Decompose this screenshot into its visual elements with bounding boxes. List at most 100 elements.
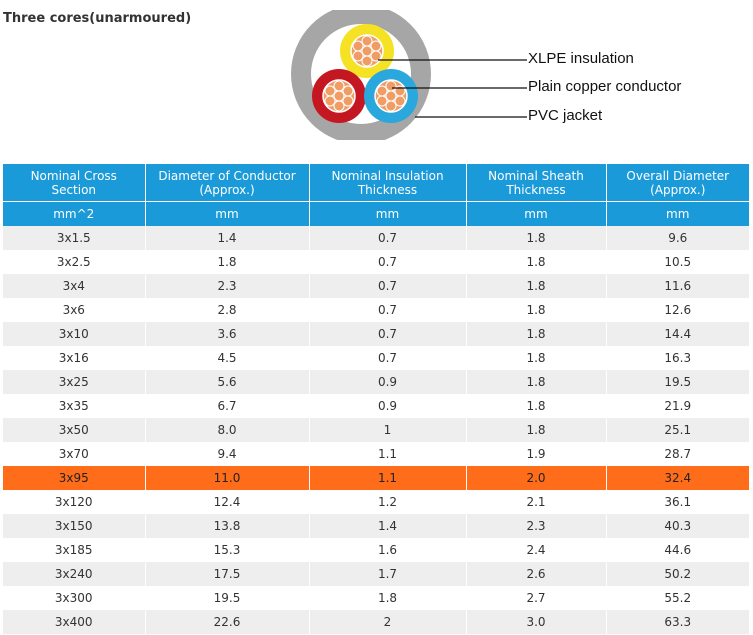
xlpe-insulation-label: XLPE insulation: [528, 50, 634, 67]
table-cell: 3x120: [3, 490, 146, 514]
table-cell: 1.8: [466, 370, 607, 394]
table-cell: 44.6: [606, 538, 749, 562]
table-cell: 0.7: [309, 274, 467, 298]
table-cell: 1.4: [309, 514, 467, 538]
table-cell: 3x16: [3, 346, 146, 370]
table-cell: 3.0: [466, 610, 607, 634]
table-cell: 1.8: [466, 346, 607, 370]
table-row: 3x150 13.8 1.4 2.3 40.3: [3, 514, 749, 538]
table-cell: 2.4: [466, 538, 607, 562]
table-cell: 3x1.5: [3, 226, 146, 250]
table-cell: 0.7: [309, 298, 467, 322]
callout-lines: [378, 59, 527, 118]
table-cell: 3x70: [3, 442, 146, 466]
table-cell: 2.3: [145, 274, 310, 298]
table-cell: 3x4: [3, 274, 146, 298]
table-row: 3x400 22.6 2 3.0 63.3: [3, 610, 749, 634]
unit-overall-diameter: mm: [606, 201, 749, 226]
red-core: [312, 69, 366, 123]
table-cell: 11.6: [606, 274, 749, 298]
table-cell: 0.9: [309, 394, 467, 418]
table-cell: 3x35: [3, 394, 146, 418]
table-cell: 1.8: [466, 322, 607, 346]
table-body: 3x1.5 1.4 0.7 1.8 9.6 3x2.5 1.8 0.7 1.8 10.5 3x4 2.…: [3, 226, 749, 634]
cable-cross-section-diagram: [291, 10, 431, 140]
table-cell: 22.6: [145, 610, 310, 634]
table-cell: 12.4: [145, 490, 310, 514]
table-cell: 6.7: [145, 394, 310, 418]
copper-conductor-label: Plain copper conductor: [528, 78, 682, 95]
table-cell: 4.5: [145, 346, 310, 370]
table-cell: 32.4: [606, 466, 749, 490]
table-cell: 1.8: [466, 394, 607, 418]
table-row: 3x185 15.3 1.6 2.4 44.6: [3, 538, 749, 562]
table-cell: 9.6: [606, 226, 749, 250]
table-cell: 3x2.5: [3, 250, 146, 274]
table-cell: 3x25: [3, 370, 146, 394]
table-row: 3x240 17.5 1.7 2.6 50.2: [3, 562, 749, 586]
table-cell: 1.8: [466, 298, 607, 322]
cable-spec-table: Nominal Cross Section Diameter of Conduc…: [3, 164, 749, 634]
table-cell: 16.3: [606, 346, 749, 370]
table-row: 3x120 12.4 1.2 2.1 36.1: [3, 490, 749, 514]
table-cell: 2.0: [466, 466, 607, 490]
table-cell: 1.8: [466, 250, 607, 274]
table-row: 3x300 19.5 1.8 2.7 55.2: [3, 586, 749, 610]
table-cell: 3x240: [3, 562, 146, 586]
table-cell: 3x300: [3, 586, 146, 610]
unit-insulation-thickness: mm: [309, 201, 467, 226]
yellow-core: [340, 24, 394, 78]
table-cell: 1.8: [466, 226, 607, 250]
header-conductor-diameter: Diameter of Conductor (Approx.): [145, 164, 310, 202]
table-cell: 0.7: [309, 226, 467, 250]
table-cell: 2.8: [145, 298, 310, 322]
header-sheath-thickness: Nominal Sheath Thickness: [466, 164, 607, 202]
table-cell: 17.5: [145, 562, 310, 586]
table-row: 3x35 6.7 0.9 1.8 21.9: [3, 394, 749, 418]
table-row: 3x25 5.6 0.9 1.8 19.5: [3, 370, 749, 394]
table-cell: 55.2: [606, 586, 749, 610]
table-cell: 19.5: [606, 370, 749, 394]
table-cell: 2.7: [466, 586, 607, 610]
table-cell: 5.6: [145, 370, 310, 394]
table-cell: 3x10: [3, 322, 146, 346]
table-cell: 2: [309, 610, 467, 634]
table-cell: 1.6: [309, 538, 467, 562]
table-cell: 10.5: [606, 250, 749, 274]
table-row: 3x4 2.3 0.7 1.8 11.6: [3, 274, 749, 298]
table-cell: 14.4: [606, 322, 749, 346]
table-cell: 3x50: [3, 418, 146, 442]
page-title: Three cores(unarmoured): [3, 11, 192, 26]
table-cell: 21.9: [606, 394, 749, 418]
table-units-row: mm^2 mm mm mm mm: [3, 201, 749, 226]
table-cell: 3x95: [3, 466, 146, 490]
table-cell: 3x6: [3, 298, 146, 322]
table-header-row: Nominal Cross Section Diameter of Conduc…: [3, 164, 749, 202]
table-cell: 1.1: [309, 442, 467, 466]
table-cell: 1.8: [309, 586, 467, 610]
unit-conductor-diameter: mm: [145, 201, 310, 226]
table-cell: 1.1: [309, 466, 467, 490]
table-row: 3x50 8.0 1 1.8 25.1: [3, 418, 749, 442]
table-cell: 0.9: [309, 370, 467, 394]
pvc-jacket: [291, 10, 431, 140]
table-cell: 3x150: [3, 514, 146, 538]
table-cell: 1.8: [145, 250, 310, 274]
table-cell: 12.6: [606, 298, 749, 322]
table-cell: 3x185: [3, 538, 146, 562]
table-cell: 1.9: [466, 442, 607, 466]
table-cell: 25.1: [606, 418, 749, 442]
table-cell: 2.6: [466, 562, 607, 586]
table-cell: 0.7: [309, 322, 467, 346]
table-cell: 28.7: [606, 442, 749, 466]
table-cell: 1.2: [309, 490, 467, 514]
table-cell: 9.4: [145, 442, 310, 466]
table-row: 3x2.5 1.8 0.7 1.8 10.5: [3, 250, 749, 274]
table-cell: 1.4: [145, 226, 310, 250]
table-cell: 2.3: [466, 514, 607, 538]
table-cell: 1.8: [466, 274, 607, 298]
table-cell: 15.3: [145, 538, 310, 562]
table-row: 3x6 2.8 0.7 1.8 12.6: [3, 298, 749, 322]
table-cell: 1: [309, 418, 467, 442]
table-cell: 8.0: [145, 418, 310, 442]
